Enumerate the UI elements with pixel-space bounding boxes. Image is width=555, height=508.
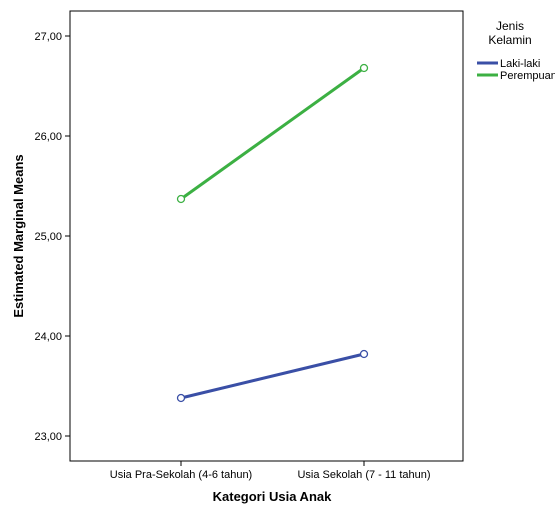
series-layer: [176, 63, 369, 403]
y-tick-label: 26,00: [34, 131, 62, 143]
legend-label-laki-laki: Laki-laki: [500, 58, 540, 70]
x-axis-title: Kategori Usia Anak: [213, 489, 332, 504]
legend-title-line-2: Kelamin: [488, 33, 531, 47]
plot-area-frame: [69, 10, 464, 462]
legend-label-perempuan: Perempuan: [500, 70, 555, 82]
y-tick-label: 24,00: [34, 331, 62, 343]
x-tick-label: Usia Pra-Sekolah (4-6 tahun): [110, 469, 252, 481]
y-tick-label: 27,00: [34, 31, 62, 43]
data-point-perempuan: [359, 63, 369, 73]
y-tick-label: 23,00: [34, 431, 62, 443]
y-axis-title: Estimated Marginal Means: [11, 154, 26, 317]
series-line-perempuan: [180, 66, 365, 201]
x-axis-ticks: Usia Pra-Sekolah (4-6 tahun) Usia Sekolah…: [110, 461, 431, 481]
x-tick-label: Usia Sekolah (7 - 11 tahun): [297, 469, 430, 481]
data-point-laki-laki: [359, 349, 369, 359]
y-axis-ticks: 23,00 24,00 25,00 26,00 27,00: [34, 31, 70, 443]
data-point-perempuan: [176, 194, 186, 204]
y-tick-label: 25,00: [34, 231, 62, 243]
data-point-laki-laki: [176, 393, 186, 403]
series-line-laki-laki: [180, 352, 365, 400]
legend-title-line-1: Jenis: [496, 19, 524, 33]
